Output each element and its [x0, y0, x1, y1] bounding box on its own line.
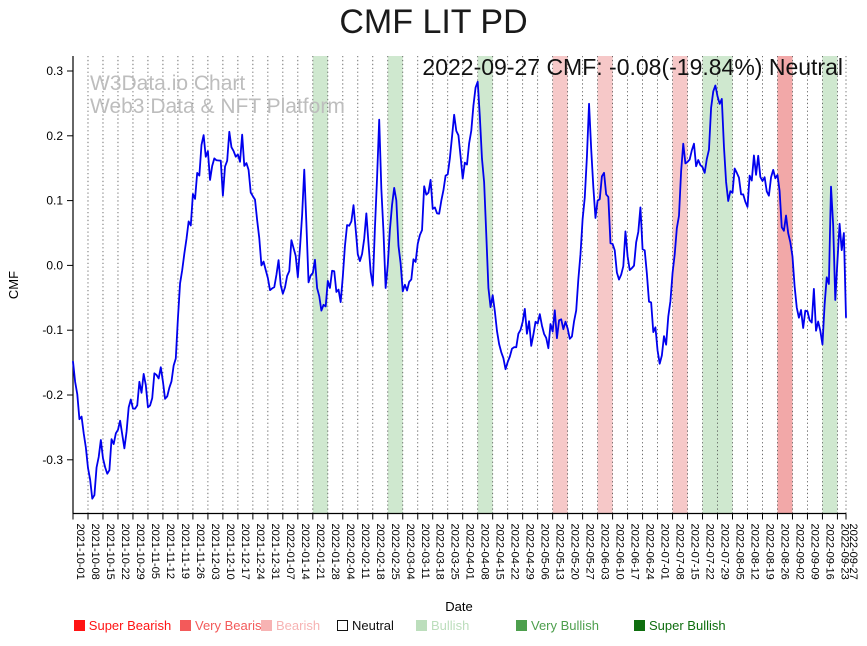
- svg-text:2022-01-21: 2022-01-21: [314, 524, 326, 580]
- svg-text:Web3 Data & NFT Platform: Web3 Data & NFT Platform: [90, 95, 345, 118]
- svg-text:2021-11-26: 2021-11-26: [194, 524, 206, 579]
- svg-text:2022-08-05: 2022-08-05: [734, 524, 746, 580]
- svg-text:2021-10-15: 2021-10-15: [104, 524, 116, 580]
- svg-text:2022-01-07: 2022-01-07: [284, 524, 296, 580]
- svg-text:2022-04-08: 2022-04-08: [479, 524, 491, 580]
- svg-text:2022-05-20: 2022-05-20: [569, 524, 581, 580]
- svg-text:0.2: 0.2: [46, 129, 63, 143]
- svg-text:-0.1: -0.1: [42, 323, 63, 337]
- svg-text:2022-06-24: 2022-06-24: [644, 524, 656, 580]
- svg-text:2022-07-22: 2022-07-22: [704, 524, 716, 580]
- svg-text:2022-01-14: 2022-01-14: [299, 524, 311, 580]
- svg-text:2022-02-11: 2022-02-11: [359, 524, 371, 579]
- svg-text:2022-07-15: 2022-07-15: [689, 524, 701, 580]
- svg-text:2022-08-26: 2022-08-26: [778, 524, 790, 580]
- svg-text:2022-04-01: 2022-04-01: [464, 524, 476, 580]
- svg-text:2021-10-08: 2021-10-08: [89, 524, 101, 580]
- svg-text:2021-11-19: 2021-11-19: [179, 524, 191, 579]
- svg-text:2022-09-09: 2022-09-09: [808, 524, 820, 580]
- svg-text:2022-09-27 CMF: -0.08(-19.84%): 2022-09-27 CMF: -0.08(-19.84%) Neutral: [422, 54, 843, 80]
- svg-text:2022-08-19: 2022-08-19: [763, 524, 775, 580]
- svg-text:2022-06-10: 2022-06-10: [614, 524, 626, 580]
- svg-text:2022-03-25: 2022-03-25: [449, 524, 461, 580]
- svg-text:2022-02-18: 2022-02-18: [374, 524, 386, 580]
- svg-text:2022-08-12: 2022-08-12: [749, 524, 761, 580]
- svg-text:2022-04-22: 2022-04-22: [509, 524, 521, 580]
- svg-text:2022-07-01: 2022-07-01: [659, 524, 671, 580]
- svg-text:2022-05-13: 2022-05-13: [554, 524, 566, 580]
- svg-text:2022-09-16: 2022-09-16: [823, 524, 835, 580]
- svg-text:2021-11-05: 2021-11-05: [149, 524, 161, 579]
- svg-text:2022-06-17: 2022-06-17: [629, 524, 641, 580]
- svg-text:2022-06-03: 2022-06-03: [599, 524, 611, 580]
- svg-text:2022-09-27: 2022-09-27: [847, 524, 859, 580]
- svg-text:2022-01-28: 2022-01-28: [329, 524, 341, 580]
- svg-text:2021-10-29: 2021-10-29: [134, 524, 146, 580]
- svg-text:2021-11-12: 2021-11-12: [164, 524, 176, 579]
- svg-text:0.1: 0.1: [46, 194, 63, 208]
- svg-text:2021-10-22: 2021-10-22: [119, 524, 131, 580]
- svg-text:2021-12-31: 2021-12-31: [269, 524, 281, 580]
- svg-text:0.0: 0.0: [46, 258, 63, 272]
- svg-text:2022-07-29: 2022-07-29: [719, 524, 731, 580]
- svg-text:W3Data.io Chart: W3Data.io Chart: [90, 72, 245, 95]
- svg-text:2021-12-17: 2021-12-17: [239, 524, 251, 580]
- svg-text:2021-10-01: 2021-10-01: [74, 524, 86, 580]
- svg-text:0.3: 0.3: [46, 64, 63, 78]
- svg-text:2022-05-27: 2022-05-27: [584, 524, 596, 580]
- svg-text:2021-12-10: 2021-12-10: [224, 524, 236, 580]
- svg-text:2022-02-25: 2022-02-25: [389, 524, 401, 580]
- svg-text:2022-03-04: 2022-03-04: [404, 524, 416, 580]
- svg-text:-0.3: -0.3: [42, 453, 63, 467]
- svg-text:2022-09-02: 2022-09-02: [793, 524, 805, 580]
- svg-text:2021-12-03: 2021-12-03: [209, 524, 221, 580]
- svg-text:2022-03-18: 2022-03-18: [434, 524, 446, 580]
- svg-text:2022-04-15: 2022-04-15: [494, 524, 506, 580]
- svg-text:2022-02-04: 2022-02-04: [344, 524, 356, 580]
- svg-text:2022-05-06: 2022-05-06: [539, 524, 551, 580]
- svg-text:2021-12-24: 2021-12-24: [254, 524, 266, 580]
- svg-text:CMF: CMF: [6, 271, 21, 299]
- svg-text:2022-03-11: 2022-03-11: [419, 524, 431, 579]
- svg-text:-0.2: -0.2: [42, 388, 63, 402]
- svg-text:2022-04-29: 2022-04-29: [524, 524, 536, 580]
- svg-text:Date: Date: [445, 599, 472, 614]
- svg-text:2022-07-08: 2022-07-08: [674, 524, 686, 580]
